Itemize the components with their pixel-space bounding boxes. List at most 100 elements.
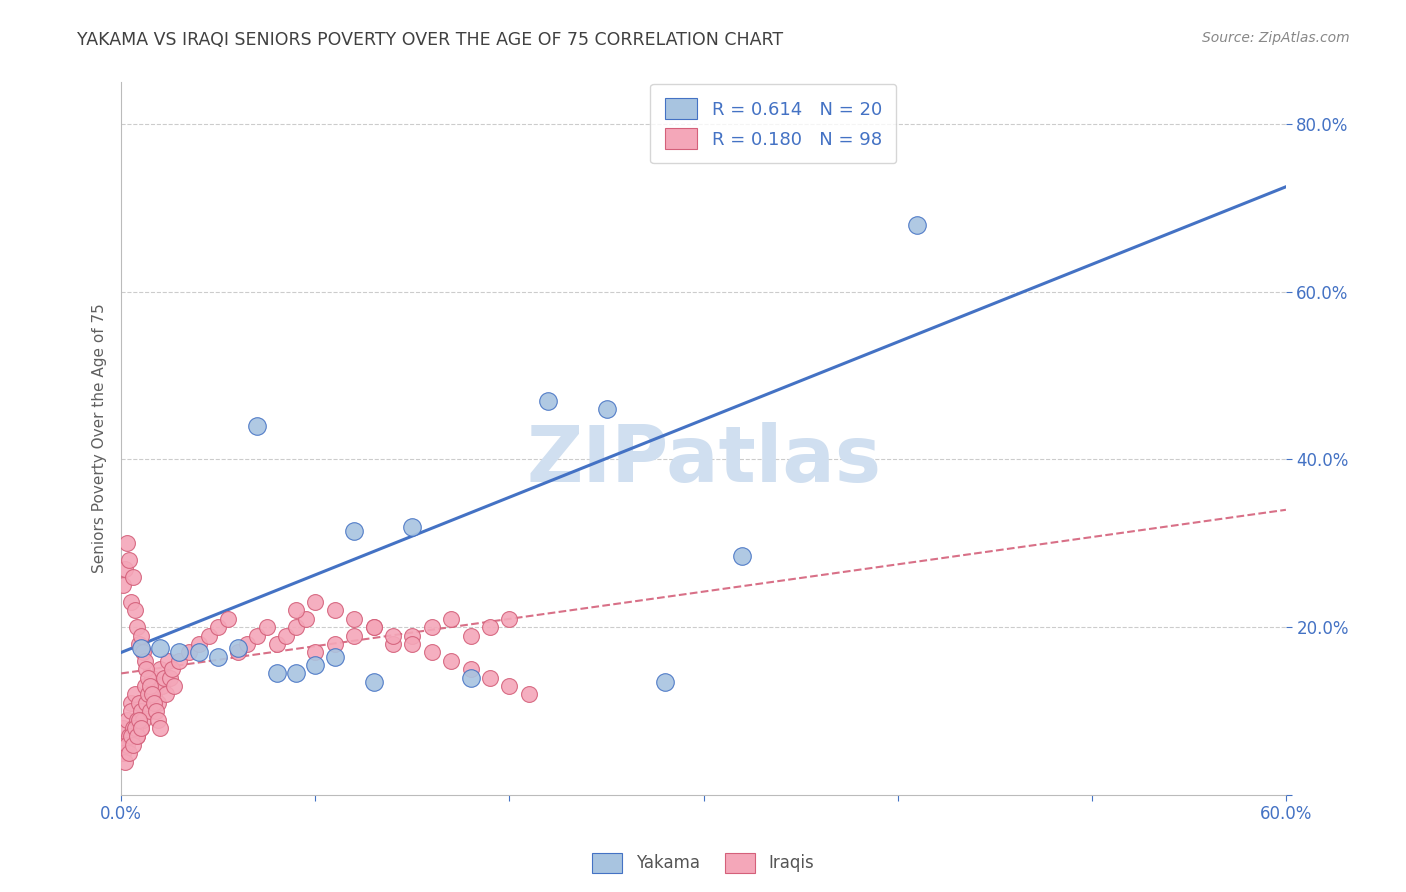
Point xyxy=(479,671,502,685)
Point xyxy=(156,654,179,668)
Point xyxy=(149,662,172,676)
Point xyxy=(479,620,502,634)
Point xyxy=(138,671,160,685)
Point xyxy=(118,729,141,743)
Point xyxy=(284,666,307,681)
Point xyxy=(343,612,366,626)
Point xyxy=(135,662,157,676)
Point xyxy=(124,687,146,701)
Y-axis label: Seniors Poverty Over the Age of 75: Seniors Poverty Over the Age of 75 xyxy=(93,303,107,574)
Point xyxy=(153,671,176,685)
Point xyxy=(498,612,520,626)
Point xyxy=(284,620,307,634)
Point xyxy=(114,738,136,752)
Point xyxy=(114,561,136,575)
Point xyxy=(128,713,150,727)
Point xyxy=(401,519,423,533)
Point xyxy=(207,620,229,634)
Point xyxy=(246,629,269,643)
Point xyxy=(129,641,152,656)
Point xyxy=(128,696,150,710)
Point xyxy=(120,595,142,609)
Point xyxy=(143,687,166,701)
Point xyxy=(460,662,482,676)
Point xyxy=(112,721,135,735)
Point xyxy=(304,645,326,659)
Point xyxy=(155,687,177,701)
Point xyxy=(420,620,443,634)
Text: ZIPatlas: ZIPatlas xyxy=(526,422,882,498)
Point xyxy=(134,654,156,668)
Point xyxy=(304,658,326,673)
Point xyxy=(134,679,156,693)
Point xyxy=(169,645,191,659)
Point xyxy=(135,696,157,710)
Point xyxy=(420,645,443,659)
Point xyxy=(343,629,366,643)
Point xyxy=(440,654,463,668)
Point xyxy=(146,696,169,710)
Point xyxy=(197,629,219,643)
Point xyxy=(138,687,160,701)
Point xyxy=(129,721,152,735)
Point xyxy=(460,629,482,643)
Point xyxy=(363,674,385,689)
Point xyxy=(276,629,298,643)
Point xyxy=(323,603,346,617)
Point xyxy=(118,746,141,760)
Point xyxy=(363,620,385,634)
Point xyxy=(124,603,146,617)
Point xyxy=(382,637,405,651)
Point xyxy=(115,713,138,727)
Point xyxy=(120,729,142,743)
Point xyxy=(129,721,152,735)
Point xyxy=(141,671,163,685)
Point xyxy=(595,402,617,417)
Point xyxy=(460,671,482,685)
Point xyxy=(146,713,169,727)
Point xyxy=(121,721,143,735)
Point xyxy=(226,641,249,656)
Point xyxy=(131,713,153,727)
Point xyxy=(125,729,148,743)
Point xyxy=(226,645,249,659)
Point xyxy=(266,666,288,681)
Point xyxy=(125,713,148,727)
Point xyxy=(343,524,366,538)
Point xyxy=(112,746,135,760)
Point xyxy=(129,629,152,643)
Point xyxy=(124,721,146,735)
Point xyxy=(118,553,141,567)
Point xyxy=(498,679,520,693)
Point xyxy=(145,704,167,718)
Point xyxy=(121,570,143,584)
Point xyxy=(905,218,928,232)
Point xyxy=(125,620,148,634)
Point xyxy=(120,696,142,710)
Point xyxy=(169,654,191,668)
Point xyxy=(121,738,143,752)
Point xyxy=(382,629,405,643)
Point xyxy=(654,674,676,689)
Point xyxy=(246,418,269,433)
Point xyxy=(401,629,423,643)
Point xyxy=(145,679,167,693)
Text: YAKAMA VS IRAQI SENIORS POVERTY OVER THE AGE OF 75 CORRELATION CHART: YAKAMA VS IRAQI SENIORS POVERTY OVER THE… xyxy=(77,31,783,49)
Point xyxy=(207,649,229,664)
Point xyxy=(323,637,346,651)
Point xyxy=(179,645,201,659)
Point xyxy=(187,637,209,651)
Point xyxy=(517,687,540,701)
Point xyxy=(128,637,150,651)
Text: Source: ZipAtlas.com: Source: ZipAtlas.com xyxy=(1202,31,1350,45)
Point xyxy=(440,612,463,626)
Point xyxy=(256,620,278,634)
Point xyxy=(131,645,153,659)
Point xyxy=(129,704,152,718)
Point xyxy=(139,704,162,718)
Point xyxy=(160,662,183,676)
Legend: Yakama, Iraqis: Yakama, Iraqis xyxy=(586,847,820,880)
Point xyxy=(217,612,239,626)
Point xyxy=(162,679,184,693)
Point xyxy=(236,637,259,651)
